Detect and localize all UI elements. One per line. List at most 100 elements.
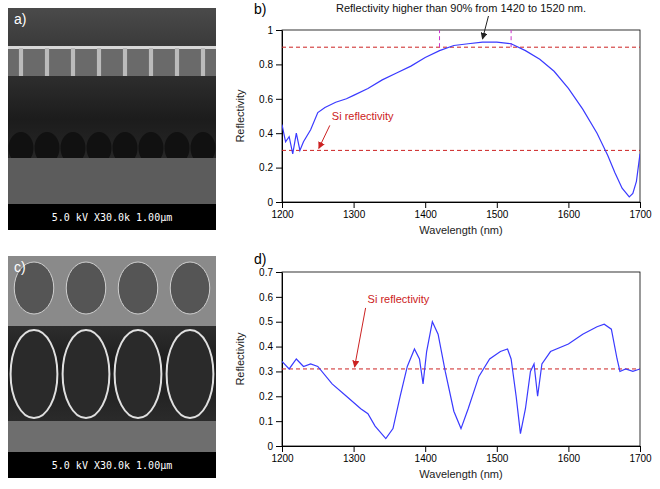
y-tick-label: 0.7 — [259, 267, 273, 278]
x-axis-line — [283, 202, 641, 203]
reference-line — [282, 150, 640, 151]
y-tick-mark — [276, 202, 282, 203]
panel-label: a) — [14, 11, 26, 27]
x-axis-title: Wavelength (nm) — [419, 224, 502, 236]
title-arrow — [482, 16, 488, 39]
y-tick-label: 0.3 — [259, 366, 273, 377]
x-tick-label: 1700 — [629, 453, 652, 464]
y-tick-label: 0.1 — [259, 416, 273, 427]
x-tick-mark — [497, 446, 498, 452]
x-tick: 1600 — [558, 446, 581, 464]
x-tick: 1300 — [343, 202, 366, 220]
panel-label: d) — [254, 251, 266, 267]
sem-edge — [8, 46, 216, 49]
y-tick-label: 0.4 — [259, 128, 273, 139]
y-tick-mark — [276, 421, 282, 422]
y-tick: 0.1 — [259, 416, 282, 427]
sem-pillar — [19, 48, 23, 76]
x-tick-label: 1600 — [558, 453, 581, 464]
sem-image: 5.0 kV X30.0k 1.00µmc) — [8, 256, 216, 478]
y-tick-label: 0 — [267, 197, 273, 208]
sem-pillar — [45, 48, 49, 76]
x-tick-label: 1200 — [271, 453, 294, 464]
x-tick-mark — [497, 202, 498, 208]
x-tick: 1600 — [558, 202, 581, 220]
sem-layer — [8, 256, 216, 326]
y-tick-mark — [276, 347, 282, 348]
x-tick-mark — [568, 202, 569, 208]
x-tick: 1200 — [271, 202, 294, 220]
sem-cavity — [115, 330, 162, 418]
sem-pillar — [149, 48, 153, 76]
sem-substrate — [8, 421, 216, 452]
sem-image: 5.0 kV X30.0k 1.00µma) — [8, 8, 216, 230]
y-tick: 0 — [267, 441, 282, 452]
annotation-arrow — [319, 125, 330, 148]
y-tick-label: 0.5 — [259, 316, 273, 327]
x-tick: 1400 — [415, 202, 438, 220]
panel-label: b) — [254, 1, 266, 17]
marks — [282, 30, 640, 197]
sem-info-bar — [8, 204, 216, 230]
x-tick: 1700 — [629, 202, 652, 220]
sem-pillar — [71, 48, 75, 76]
x-tick: 1400 — [415, 446, 438, 464]
x-tick-label: 1500 — [486, 453, 509, 464]
x-tick: 1700 — [629, 446, 652, 464]
y-tick-label: 0.2 — [259, 162, 273, 173]
y-tick: 0.5 — [259, 316, 282, 327]
x-tick-mark — [282, 446, 283, 452]
chart-panel: 1200 1300 1400 1500 1600 1700 0 0.2 0.4 0.6 0.8 1 Si… — [234, 1, 652, 236]
x-axis-title: Wavelength (nm) — [419, 468, 502, 480]
sem-info-bar — [8, 452, 216, 478]
x-tick-mark — [640, 202, 641, 208]
reference-line — [282, 368, 640, 369]
x-tick-label: 1400 — [415, 453, 438, 464]
x-tick-label: 1300 — [343, 453, 366, 464]
y-tick: 1 — [267, 25, 282, 36]
y-tick-label: 0.6 — [259, 94, 273, 105]
x-tick-mark — [568, 446, 569, 452]
y-tick-label: 1 — [267, 25, 273, 36]
y-tick: 0 — [267, 197, 282, 208]
y-tick-mark — [276, 396, 282, 397]
x-tick-label: 1200 — [271, 209, 294, 220]
y-tick: 0.7 — [259, 267, 282, 278]
y-tick-mark — [276, 446, 282, 447]
y-tick-mark — [276, 99, 282, 100]
x-tick-mark — [425, 202, 426, 208]
y-axis: 00.10.20.30.40.50.60.7 — [259, 267, 282, 452]
sem-layer — [8, 48, 216, 76]
y-tick-label: 0.8 — [259, 59, 273, 70]
sem-pillar — [175, 48, 179, 76]
y-tick: 0.6 — [259, 94, 282, 105]
marks — [282, 322, 640, 439]
y-tick-label: 0.6 — [259, 292, 273, 303]
annotation-text: Si reflectivity — [332, 110, 394, 122]
sem-cavity — [167, 330, 214, 418]
annotation-text: Si reflectivity — [368, 293, 430, 305]
annotation-arrow — [355, 308, 366, 367]
plot: 12001300140015001600170000.10.20.30.40.5… — [259, 267, 652, 464]
plot-frame — [282, 272, 640, 446]
y-tick-mark — [276, 272, 282, 273]
y-axis-title: Reflectivity — [234, 89, 246, 143]
x-tick-mark — [640, 446, 641, 452]
x-axis: 1200 1300 1400 1500 1600 1700 — [271, 446, 652, 464]
y-axis: 0 0.2 0.4 0.6 0.8 1 — [259, 25, 282, 208]
plot: 1200 1300 1400 1500 1600 1700 0 0.2 0.4 0.6 0.8 1 Si… — [259, 25, 652, 220]
x-tick-label: 1300 — [343, 209, 366, 220]
x-tick-mark — [282, 202, 283, 208]
figure: 5.0 kV X30.0k 1.00µma) 5.0 kV X30.0k 1.00… — [0, 0, 660, 489]
x-tick-mark — [354, 202, 355, 208]
x-tick: 1200 — [271, 446, 294, 464]
x-axis: 1200 1300 1400 1500 1600 1700 — [271, 202, 652, 220]
x-tick: 1500 — [486, 202, 509, 220]
chart-title: Reflectivity higher than 90% from 1420 t… — [336, 2, 586, 14]
x-tick-label: 1700 — [629, 209, 652, 220]
x-axis-line — [283, 446, 641, 447]
panel-label: c) — [14, 259, 26, 275]
reference-line — [282, 47, 640, 48]
y-tick: 0.8 — [259, 59, 282, 70]
range-line — [511, 30, 512, 47]
